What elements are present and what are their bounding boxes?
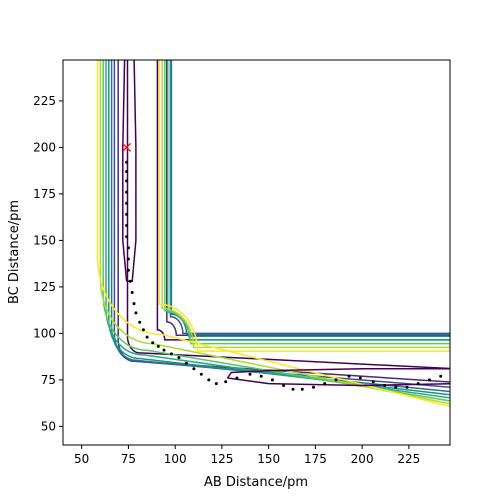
y-tick-label: 50 <box>41 419 56 433</box>
y-tick-label: 100 <box>33 326 56 340</box>
trajectory-point <box>416 382 420 386</box>
trajectory-point <box>312 385 315 389</box>
trajectory-point <box>259 374 263 378</box>
plot-frame <box>62 59 451 446</box>
contour-line-outer <box>126 60 450 370</box>
trajectory-point <box>126 246 130 250</box>
x-tick-label: 100 <box>164 452 187 466</box>
trajectory-point <box>169 352 173 356</box>
trajectory-point <box>358 376 362 380</box>
trajectory-point <box>162 348 166 352</box>
contour-line-outer <box>102 60 450 402</box>
trajectory-point <box>248 372 252 376</box>
trajectory-point <box>427 378 431 382</box>
trajectory-point <box>300 387 304 391</box>
trajectory-point <box>192 367 196 371</box>
start-marker-stroke <box>122 142 132 152</box>
y-tick-label: 125 <box>33 280 56 294</box>
x-tick-label: 200 <box>351 452 374 466</box>
trajectory-point <box>125 235 129 239</box>
x-tick-label: 150 <box>257 452 280 466</box>
contour-line-inner <box>161 60 450 349</box>
trajectory-point <box>214 382 218 386</box>
contour-line-inner <box>169 60 450 335</box>
trajectory-point <box>347 374 351 378</box>
trajectory-point <box>156 344 160 348</box>
trajectory-point <box>141 328 145 332</box>
trajectory-point <box>199 372 203 376</box>
trajectory-point <box>126 268 130 272</box>
trajectory-point <box>128 279 132 283</box>
trajectory-point <box>383 384 387 387</box>
trajectory-point <box>125 170 129 174</box>
contour-line-inner <box>166 60 450 337</box>
x-axis-ticks: 50 75 100 125 150 175 200 225 <box>74 445 420 466</box>
contour-line-inner <box>158 60 450 352</box>
trajectory-point <box>439 374 443 378</box>
trajectory-point <box>207 378 211 382</box>
y-tick-label: 225 <box>33 94 56 108</box>
plot-content <box>96 60 450 408</box>
trajectory-point <box>126 257 130 261</box>
y-axis-label: BC Distance/pm <box>7 200 22 304</box>
contour-valley-loop <box>226 367 450 387</box>
trajectory-point <box>235 376 239 380</box>
trajectory-point <box>125 212 129 216</box>
trajectory-point <box>134 311 138 315</box>
x-tick-label: 175 <box>304 452 327 466</box>
trajectory-point <box>125 160 129 164</box>
trajectory-point <box>334 378 338 382</box>
trajectory-point <box>371 380 375 384</box>
trajectory-point <box>184 361 188 365</box>
x-axis-label: AB Distance/pm <box>204 475 308 490</box>
contour-line-inner <box>156 60 450 341</box>
trajectory-point <box>291 387 295 391</box>
trajectory-point <box>125 201 129 205</box>
trajectory-point <box>132 302 136 306</box>
trajectory-point <box>125 224 129 227</box>
x-tick-label: 50 <box>74 452 89 466</box>
x-tick-label: 125 <box>210 452 233 466</box>
start-marker <box>122 142 132 152</box>
trajectory-point <box>394 385 398 389</box>
trajectory-point <box>130 291 134 294</box>
trajectory-point <box>405 385 409 389</box>
contour-line-outer <box>96 60 450 408</box>
trajectory-point <box>323 382 327 386</box>
contour-valley-loop <box>122 60 137 283</box>
trajectory-point <box>270 378 274 382</box>
trajectory-point <box>138 320 142 324</box>
contour-line-outer <box>99 60 450 405</box>
x-tick-label: 225 <box>397 452 420 466</box>
y-axis-ticks: 50 75 100 125 150 175 200 225 <box>33 94 63 433</box>
trajectory-point <box>282 384 286 387</box>
contour-line-inner <box>164 60 450 345</box>
y-tick-label: 175 <box>33 187 56 201</box>
y-tick-label: 75 <box>41 373 56 387</box>
y-tick-label: 150 <box>33 233 56 247</box>
x-tick-label: 75 <box>121 452 136 466</box>
trajectory-point <box>224 380 228 384</box>
trajectory-point <box>125 179 129 183</box>
trajectory-point <box>125 190 129 194</box>
trajectory-point <box>151 341 155 345</box>
trajectory-point <box>177 356 181 360</box>
y-tick-label: 200 <box>33 140 56 154</box>
trajectory-point <box>145 335 149 339</box>
